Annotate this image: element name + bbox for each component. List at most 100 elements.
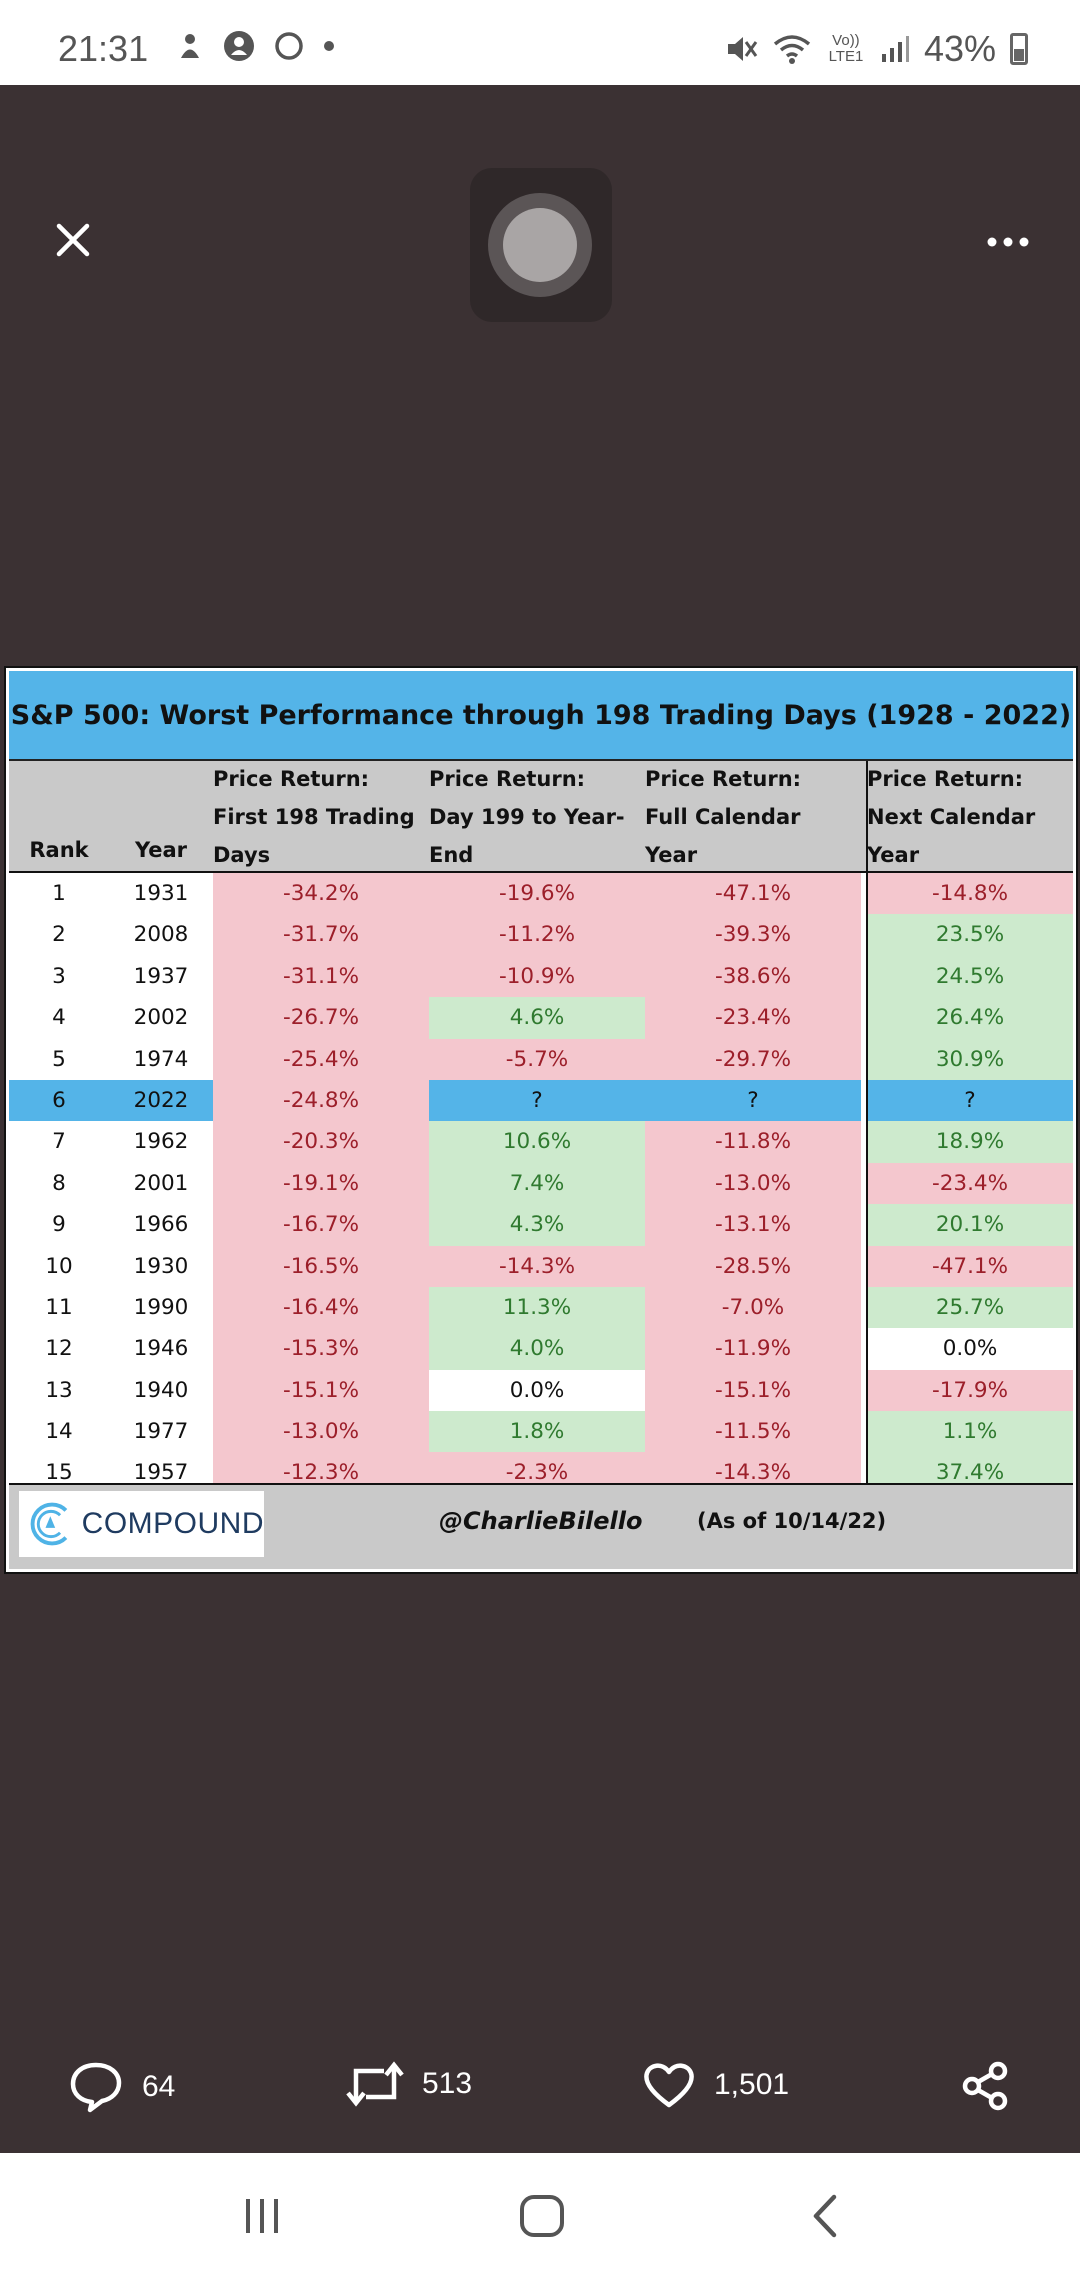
signal-icon	[881, 36, 909, 62]
cell-day199: -14.3%	[429, 1245, 645, 1287]
table-row: 14 1977 -13.0% 1.8% -11.5% 1.1%	[9, 1411, 1073, 1453]
cell-full: -11.8%	[645, 1121, 861, 1163]
cell-first198: -24.8%	[213, 1079, 429, 1122]
share-icon	[962, 2061, 1008, 2111]
status-time: 21:31	[58, 28, 149, 69]
share-button[interactable]	[960, 2061, 1010, 2111]
cell-first198: -19.1%	[213, 1162, 429, 1205]
table-row: 13 1940 -15.1% 0.0% -15.1% -17.9%	[9, 1369, 1073, 1412]
cell-full: -13.0%	[645, 1162, 861, 1205]
cell-day199: -19.6%	[429, 873, 645, 915]
data-table: Rank Year Price Return: First 198 Trading…	[9, 761, 1073, 1494]
cell-full: -7.0%	[645, 1286, 861, 1329]
cell-next: -17.9%	[867, 1369, 1073, 1412]
cell-next: 0.0%	[867, 1328, 1073, 1370]
cell-full: -39.3%	[645, 914, 861, 956]
cell-year: 1977	[109, 1411, 213, 1453]
cell-next: -23.4%	[867, 1162, 1073, 1205]
circle-icon	[275, 32, 303, 60]
cell-day199: 4.0%	[429, 1328, 645, 1370]
table-row: 9 1966 -16.7% 4.3% -13.1% 20.1%	[9, 1204, 1073, 1246]
header-next-year: Price Return: Next Calendar Year	[867, 767, 1036, 867]
cell-day199: ?	[429, 1079, 645, 1122]
cell-rank: 9	[9, 1204, 109, 1246]
retweet-button[interactable]: 513	[346, 2061, 472, 2107]
close-button[interactable]	[48, 215, 98, 265]
cell-rank: 6	[9, 1079, 109, 1122]
cell-next: 23.5%	[867, 914, 1073, 956]
cell-rank: 3	[9, 955, 109, 998]
table-image[interactable]: S&P 500: Worst Performance through 198 T…	[4, 666, 1078, 1574]
table-row: 4 2002 -26.7% 4.6% -23.4% 26.4%	[9, 997, 1073, 1039]
cell-first198: -15.3%	[213, 1328, 429, 1370]
reply-icon	[70, 2062, 122, 2113]
recents-button[interactable]	[232, 2191, 292, 2241]
cell-year: 1966	[109, 1204, 213, 1246]
back-button[interactable]	[796, 2191, 856, 2241]
reply-count: 64	[142, 2070, 176, 2103]
cell-year: 1990	[109, 1286, 213, 1329]
cell-first198: -25.4%	[213, 1038, 429, 1080]
cell-full: ?	[645, 1079, 861, 1122]
cell-year: 2001	[109, 1162, 213, 1205]
person-icon	[181, 34, 199, 58]
compound-logo-text: COMPOUND	[81, 1507, 264, 1540]
cell-next: 1.1%	[867, 1411, 1073, 1453]
cell-rank: 4	[9, 997, 109, 1039]
wifi-icon	[773, 35, 811, 64]
account-icon	[224, 31, 254, 61]
cell-day199: -5.7%	[429, 1038, 645, 1080]
cell-day199: 4.6%	[429, 997, 645, 1039]
cell-day199: 7.4%	[429, 1162, 645, 1205]
battery-percent: 43%	[923, 28, 996, 69]
cell-next: 24.5%	[867, 955, 1073, 998]
cell-rank: 1	[9, 873, 109, 915]
cell-next: -14.8%	[867, 873, 1073, 915]
cell-day199: -10.9%	[429, 955, 645, 998]
cell-year: 1962	[109, 1121, 213, 1163]
network-label: Vo)) LTE1	[828, 32, 864, 65]
cell-year: 1931	[109, 873, 213, 915]
table-row: 7 1962 -20.3% 10.6% -11.8% 18.9%	[9, 1121, 1073, 1163]
back-icon	[813, 2194, 837, 2238]
table-row: 11 1990 -16.4% 11.3% -7.0% 25.7%	[9, 1286, 1073, 1329]
table-row: 3 1937 -31.1% -10.9% -38.6% 24.5%	[9, 955, 1073, 998]
home-button[interactable]	[512, 2191, 572, 2241]
camera-overlay	[470, 168, 612, 322]
cell-day199: -11.2%	[429, 914, 645, 956]
cell-next: 26.4%	[867, 997, 1073, 1039]
cell-year: 1974	[109, 1038, 213, 1080]
cell-first198: -16.7%	[213, 1204, 429, 1246]
cell-first198: -13.0%	[213, 1411, 429, 1453]
cell-year: 2022	[109, 1079, 213, 1122]
more-icon	[987, 237, 1029, 247]
like-button[interactable]: 1,501	[642, 2061, 789, 2109]
table-row: 12 1946 -15.3% 4.0% -11.9% 0.0%	[9, 1328, 1073, 1370]
cell-day199: 1.8%	[429, 1411, 645, 1453]
table-body: 1 1931 -34.2% -19.6% -47.1% -14.8% 2 2008 -31.7%…	[9, 873, 1073, 1494]
cell-next: 30.9%	[867, 1038, 1073, 1080]
as-of-date: (As of 10/14/22)	[697, 1509, 887, 1533]
status-bar: 21:31 Vo)) LTE1 43%	[0, 0, 1080, 85]
table-row: 8 2001 -19.1% 7.4% -13.0% -23.4%	[9, 1162, 1073, 1205]
header-rank: Rank	[29, 838, 89, 862]
cell-next: -47.1%	[867, 1245, 1073, 1287]
camera-ring	[488, 193, 592, 297]
dot-icon	[324, 41, 334, 51]
cell-first198: -31.1%	[213, 955, 429, 998]
cell-year: 2008	[109, 914, 213, 956]
table-title: S&P 500: Worst Performance through 198 T…	[9, 671, 1073, 761]
cell-full: -28.5%	[645, 1245, 861, 1287]
cell-full: -23.4%	[645, 997, 861, 1039]
cell-full: -15.1%	[645, 1369, 861, 1412]
cell-day199: 4.3%	[429, 1204, 645, 1246]
cell-year: 1930	[109, 1245, 213, 1287]
cell-rank: 2	[9, 914, 109, 956]
table-row: 2 2008 -31.7% -11.2% -39.3% 23.5%	[9, 914, 1073, 956]
more-options-button[interactable]	[978, 215, 1038, 265]
cell-full: -11.9%	[645, 1328, 861, 1370]
cell-full: -11.5%	[645, 1411, 861, 1453]
reply-button[interactable]: 64	[68, 2061, 175, 2113]
battery-icon	[1010, 33, 1028, 65]
cell-full: -13.1%	[645, 1204, 861, 1246]
